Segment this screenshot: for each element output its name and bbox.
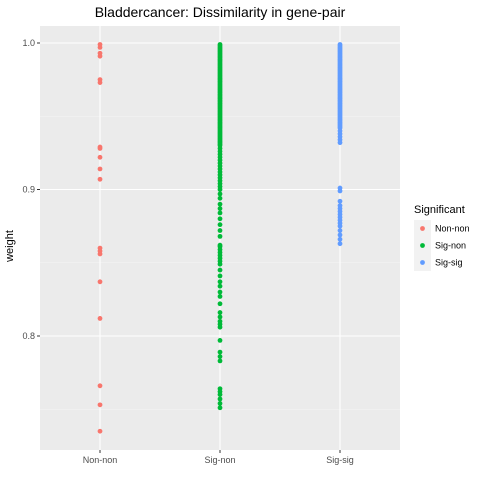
data-point: [217, 283, 223, 289]
data-point: [97, 53, 103, 59]
data-point: [97, 176, 103, 182]
legend: Significant Non-non Sig-non Sig-sig: [414, 204, 470, 271]
data-point: [217, 187, 223, 192]
data-point: [217, 392, 223, 397]
data-point: [217, 301, 223, 307]
data-point: [97, 44, 103, 50]
x-tick-label: Non-non: [83, 455, 118, 465]
data-point: [97, 251, 103, 257]
legend-label: Non-non: [435, 224, 470, 234]
data-point: [217, 400, 223, 406]
y-tick-label: 1.0: [22, 38, 35, 48]
legend-label: Sig-sig: [435, 258, 463, 268]
legend-label: Sig-non: [435, 241, 466, 251]
data-point: [97, 383, 103, 389]
legend-title: Significant: [414, 204, 465, 216]
data-point: [217, 201, 223, 207]
data-point: [217, 358, 223, 364]
data-point: [217, 210, 223, 216]
data-point: [217, 294, 223, 299]
data-point: [337, 198, 343, 204]
data-point: [217, 337, 223, 343]
data-point: [217, 195, 223, 201]
data-point: [217, 354, 223, 359]
data-point: [217, 216, 223, 222]
data-points: [97, 42, 343, 434]
data-point: [217, 206, 223, 211]
data-point: [217, 314, 223, 320]
data-point: [337, 140, 343, 146]
data-point: [217, 405, 223, 411]
data-point: [217, 289, 223, 295]
data-point: [97, 402, 103, 408]
y-tick-label: 0.9: [22, 185, 35, 195]
data-point: [217, 273, 223, 279]
y-tick-label: 0.8: [22, 331, 35, 341]
data-point: [97, 316, 103, 321]
data-point: [337, 223, 343, 229]
data-point: [97, 154, 103, 160]
data-point: [217, 233, 223, 239]
data-point: [217, 222, 223, 228]
data-point: [217, 324, 223, 330]
data-point: [217, 396, 223, 402]
data-point: [217, 279, 223, 285]
data-point: [97, 428, 103, 434]
data-point: [97, 146, 103, 151]
data-point: [217, 349, 223, 355]
x-tick-label: Sig-sig: [326, 455, 354, 465]
data-point: [217, 310, 223, 315]
data-point: [337, 236, 343, 242]
data-point: [337, 241, 343, 247]
data-point: [337, 228, 343, 233]
data-point: [217, 228, 223, 233]
legend-marker: [420, 226, 425, 231]
y-axis-title: weight: [4, 230, 16, 263]
data-point: [217, 267, 223, 273]
data-point: [337, 188, 343, 194]
data-point: [217, 261, 223, 267]
data-point: [97, 279, 103, 285]
x-axis-ticks: Non-non Sig-non Sig-sig: [83, 450, 354, 465]
data-point: [97, 80, 103, 85]
chart-title: Bladdercancer: Dissimilarity in gene-pai…: [95, 4, 346, 20]
data-point: [217, 191, 223, 197]
y-axis-ticks: 0.8 0.9 1.0: [22, 38, 40, 341]
data-point: [337, 232, 343, 238]
legend-marker: [420, 243, 425, 248]
x-tick-label: Sig-non: [204, 455, 235, 465]
legend-marker: [420, 260, 425, 265]
data-point: [97, 166, 103, 172]
